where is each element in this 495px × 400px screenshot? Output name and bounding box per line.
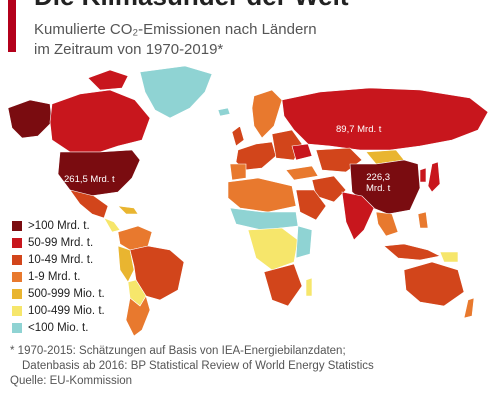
region-new-zealand xyxy=(463,297,475,319)
legend-label: 10-49 Mrd. t. xyxy=(28,253,94,266)
legend-label: 100-499 Mio. t. xyxy=(28,304,105,317)
legend-item: >100 Mrd. t. xyxy=(12,217,105,234)
footnote: * 1970-2015: Schätzungen auf Basis von I… xyxy=(10,344,374,389)
accent-bar xyxy=(8,0,16,52)
region-central-africa xyxy=(247,227,299,271)
region-australia xyxy=(403,261,465,307)
legend-swatch xyxy=(12,271,22,282)
label-china-value: 226,3 xyxy=(366,172,391,183)
footnote-line-2: Datenbasis ab 2016: BP Statistical Revie… xyxy=(22,360,374,372)
region-south-africa xyxy=(263,263,303,307)
subtitle-line-1: Kumulierte CO₂-Emissionen nach Ländern xyxy=(34,21,317,38)
chart-subtitle: Kumulierte CO₂-Emissionen nach Ländern i… xyxy=(34,20,317,60)
legend-item: <100 Mio. t. xyxy=(12,319,105,336)
region-north-africa xyxy=(227,177,297,213)
chart-title: Die Klimasünder der Welt xyxy=(34,0,349,10)
label-russia: 89,7 Mrd. t xyxy=(336,124,382,135)
region-west-europe xyxy=(235,141,277,171)
region-turkey xyxy=(285,165,319,181)
region-india xyxy=(341,191,375,241)
legend-swatch xyxy=(12,322,22,333)
region-iceland xyxy=(217,107,231,117)
map-legend: >100 Mrd. t. 50-99 Mrd. t. 10-49 Mrd. t.… xyxy=(12,217,105,336)
label-china: 226,3 Mrd. t xyxy=(366,172,390,194)
legend-item: 50-99 Mrd. t. xyxy=(12,234,105,251)
region-se-asia xyxy=(375,211,399,237)
legend-item: 500-999 Mio. t. xyxy=(12,285,105,302)
region-argentina xyxy=(125,295,151,337)
legend-swatch xyxy=(12,220,22,231)
region-korea xyxy=(419,167,427,183)
region-caribbean xyxy=(117,205,139,215)
label-china-unit: Mrd. t xyxy=(366,183,391,194)
region-russia xyxy=(281,87,489,151)
region-canada xyxy=(49,89,151,153)
legend-item: 1-9 Mrd. t. xyxy=(12,268,105,285)
region-brazil xyxy=(129,245,185,301)
region-canada-islands xyxy=(87,69,129,91)
region-papua xyxy=(439,251,459,263)
region-saudi xyxy=(295,189,327,221)
region-uk xyxy=(231,125,245,147)
region-madagascar xyxy=(305,277,313,297)
legend-label: 50-99 Mrd. t. xyxy=(28,236,94,249)
footnote-line-1: * 1970-2015: Schätzungen auf Basis von I… xyxy=(10,345,346,357)
region-japan xyxy=(427,161,441,193)
legend-swatch xyxy=(12,254,22,265)
subtitle-line-2: im Zeitraum von 1970-2019* xyxy=(34,41,224,58)
region-scandinavia xyxy=(251,89,283,139)
legend-swatch xyxy=(12,288,22,299)
legend-label: 1-9 Mrd. t. xyxy=(28,270,81,283)
label-usa: 261,5 Mrd. t xyxy=(64,174,115,185)
region-east-africa xyxy=(295,225,313,259)
region-usa xyxy=(57,149,141,197)
legend-swatch xyxy=(12,305,22,316)
legend-swatch xyxy=(12,237,22,248)
region-iberia xyxy=(229,163,247,181)
legend-label: >100 Mrd. t. xyxy=(28,219,90,232)
region-central-america xyxy=(103,217,121,233)
legend-label: <100 Mio. t. xyxy=(28,321,89,334)
legend-label: 500-999 Mio. t. xyxy=(28,287,105,300)
legend-item: 10-49 Mrd. t. xyxy=(12,251,105,268)
region-philippines xyxy=(417,211,429,229)
world-map xyxy=(7,65,489,337)
region-alaska xyxy=(7,99,53,139)
source-note: Quelle: EU-Kommission xyxy=(10,375,133,387)
legend-item: 100-499 Mio. t. xyxy=(12,302,105,319)
region-ukraine xyxy=(291,143,313,161)
region-peru xyxy=(117,245,135,283)
region-indonesia xyxy=(383,243,441,261)
region-greenland xyxy=(139,65,213,119)
